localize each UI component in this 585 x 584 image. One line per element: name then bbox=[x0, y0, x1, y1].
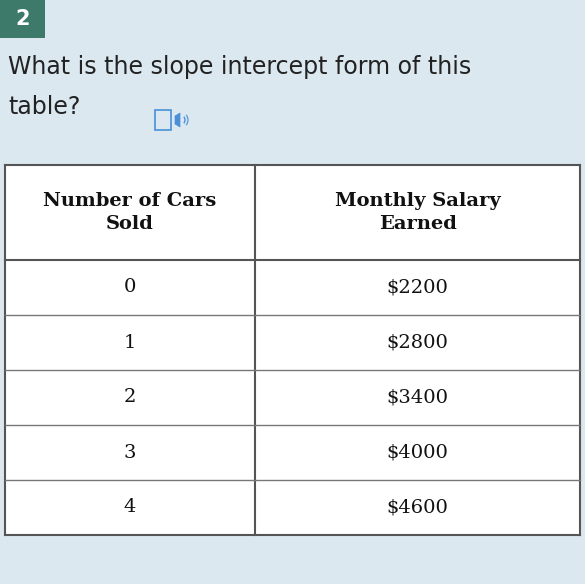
Text: 2: 2 bbox=[15, 9, 30, 29]
Text: Monthly Salary
Earned: Monthly Salary Earned bbox=[335, 192, 500, 233]
Text: 0: 0 bbox=[124, 279, 136, 297]
Text: 4: 4 bbox=[124, 499, 136, 516]
Text: 2: 2 bbox=[124, 388, 136, 406]
Text: table?: table? bbox=[8, 95, 80, 119]
Bar bbox=[5, 165, 580, 535]
Text: $4600: $4600 bbox=[387, 499, 449, 516]
Text: What is the slope intercept form of this: What is the slope intercept form of this bbox=[8, 55, 472, 79]
Text: $3400: $3400 bbox=[387, 388, 449, 406]
Text: 1: 1 bbox=[124, 333, 136, 352]
Bar bbox=[155, 110, 171, 130]
Text: $4000: $4000 bbox=[387, 443, 449, 461]
Bar bbox=[0, 0, 45, 38]
Text: Number of Cars
Sold: Number of Cars Sold bbox=[43, 192, 216, 233]
Text: $2800: $2800 bbox=[387, 333, 449, 352]
Text: 3: 3 bbox=[124, 443, 136, 461]
Polygon shape bbox=[175, 113, 180, 127]
Text: $2200: $2200 bbox=[387, 279, 449, 297]
